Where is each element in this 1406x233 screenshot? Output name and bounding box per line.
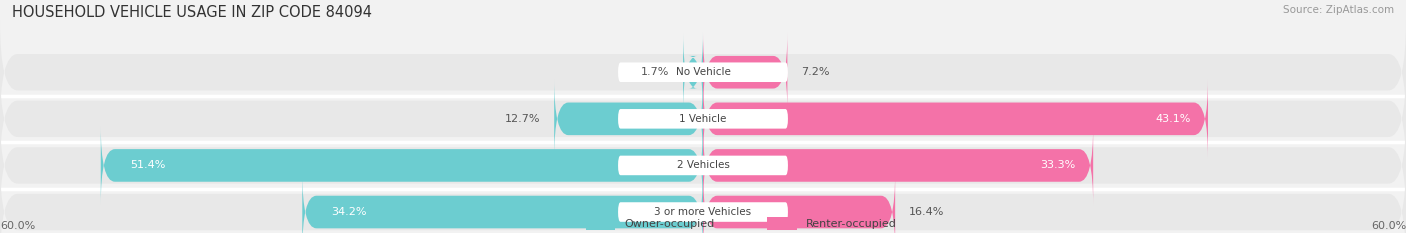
FancyBboxPatch shape xyxy=(586,217,616,230)
FancyBboxPatch shape xyxy=(703,126,1094,205)
FancyBboxPatch shape xyxy=(0,160,1406,233)
FancyBboxPatch shape xyxy=(768,217,797,230)
Text: 2 Vehicles: 2 Vehicles xyxy=(676,161,730,170)
FancyBboxPatch shape xyxy=(0,67,1406,171)
Text: 12.7%: 12.7% xyxy=(505,114,540,124)
FancyBboxPatch shape xyxy=(101,126,703,205)
FancyBboxPatch shape xyxy=(619,156,787,175)
FancyBboxPatch shape xyxy=(0,114,1406,217)
Text: 60.0%: 60.0% xyxy=(1371,221,1406,231)
FancyBboxPatch shape xyxy=(703,79,1208,158)
Text: Source: ZipAtlas.com: Source: ZipAtlas.com xyxy=(1284,5,1395,15)
FancyBboxPatch shape xyxy=(302,172,703,233)
FancyBboxPatch shape xyxy=(703,172,896,233)
FancyBboxPatch shape xyxy=(0,21,1406,124)
Text: 16.4%: 16.4% xyxy=(910,207,945,217)
FancyBboxPatch shape xyxy=(703,33,787,112)
Text: Owner-occupied: Owner-occupied xyxy=(624,219,714,229)
FancyBboxPatch shape xyxy=(619,109,787,129)
FancyBboxPatch shape xyxy=(619,202,787,222)
Text: 43.1%: 43.1% xyxy=(1156,114,1191,124)
Text: No Vehicle: No Vehicle xyxy=(675,67,731,77)
Text: 3 or more Vehicles: 3 or more Vehicles xyxy=(654,207,752,217)
Text: 34.2%: 34.2% xyxy=(332,207,367,217)
Text: 1.7%: 1.7% xyxy=(641,67,669,77)
Text: 51.4%: 51.4% xyxy=(131,161,166,170)
Text: 7.2%: 7.2% xyxy=(801,67,830,77)
Text: 60.0%: 60.0% xyxy=(0,221,35,231)
Text: HOUSEHOLD VEHICLE USAGE IN ZIP CODE 84094: HOUSEHOLD VEHICLE USAGE IN ZIP CODE 8409… xyxy=(11,5,371,20)
Text: 1 Vehicle: 1 Vehicle xyxy=(679,114,727,124)
Text: 33.3%: 33.3% xyxy=(1040,161,1076,170)
FancyBboxPatch shape xyxy=(554,79,703,158)
Text: Renter-occupied: Renter-occupied xyxy=(806,219,897,229)
FancyBboxPatch shape xyxy=(619,62,787,82)
FancyBboxPatch shape xyxy=(683,33,703,112)
